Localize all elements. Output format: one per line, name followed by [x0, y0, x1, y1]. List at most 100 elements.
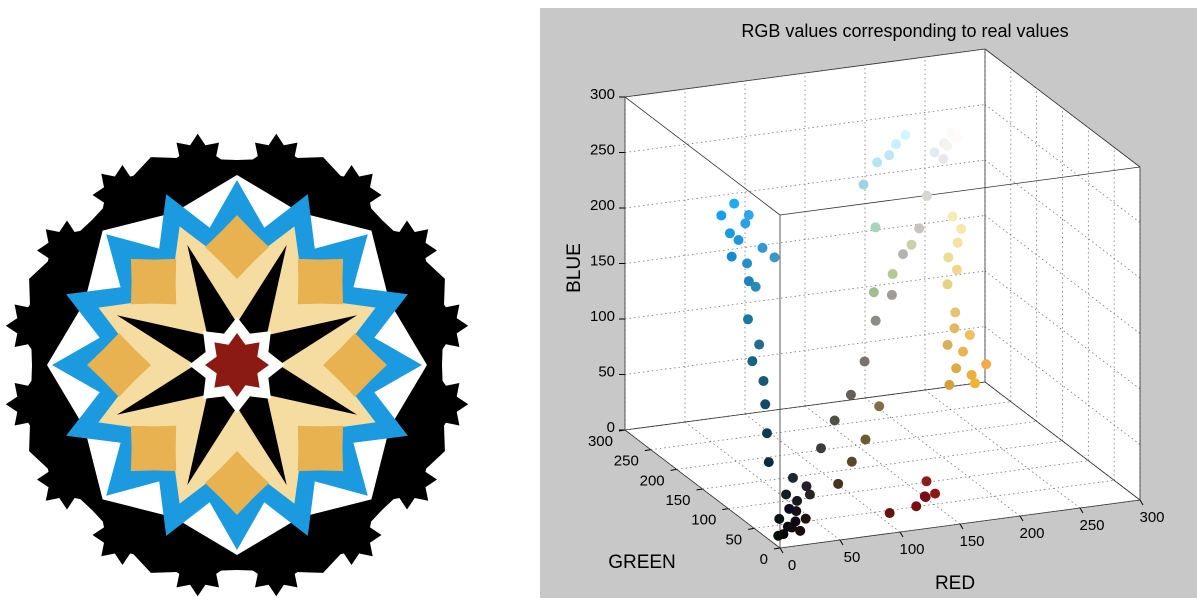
x-tick: [839, 539, 844, 546]
point: [784, 503, 795, 514]
point: [740, 218, 751, 229]
point: [858, 179, 869, 190]
point: [870, 315, 881, 326]
tile-small-star: [246, 133, 307, 194]
point: [845, 389, 856, 400]
point: [956, 223, 967, 234]
point: [859, 356, 870, 367]
grid-line: [864, 397, 1021, 517]
tile-pattern: [5, 133, 469, 597]
point: [726, 251, 737, 262]
tile-small-star: [321, 505, 382, 565]
box-edge: [984, 48, 1141, 168]
x-tick: [1079, 507, 1084, 514]
point: [952, 237, 963, 248]
point: [792, 495, 803, 506]
point: [872, 157, 883, 168]
x-tick: [959, 523, 964, 530]
tile-gold-kite: [130, 425, 177, 472]
point: [743, 276, 754, 287]
y-tick: [696, 488, 703, 491]
point: [981, 359, 992, 370]
box-edge: [984, 381, 1141, 501]
point: [795, 525, 806, 536]
y-tick-label: 300: [588, 433, 613, 450]
point: [914, 223, 925, 234]
point: [951, 131, 962, 142]
x-tick-label: 250: [1079, 517, 1104, 534]
tile-small-star: [5, 374, 66, 435]
x-tick-label: 200: [1019, 525, 1044, 542]
tile-small-star: [408, 374, 469, 435]
z-axis-label: BLUE: [564, 243, 585, 293]
x-tick-label: 50: [844, 549, 861, 566]
point: [949, 323, 960, 334]
point: [760, 399, 771, 410]
point: [887, 269, 898, 280]
point: [930, 488, 941, 499]
tile-small-star: [167, 536, 228, 597]
point: [898, 249, 908, 260]
y-tick-label: 50: [725, 531, 742, 548]
point: [868, 287, 879, 298]
z-tick-label: 150: [590, 252, 615, 269]
x-tick-label: 150: [959, 533, 984, 550]
point: [970, 378, 980, 389]
tile-small-star: [5, 295, 66, 356]
y-tick-label: 250: [614, 453, 639, 470]
point: [891, 139, 901, 150]
point: [846, 456, 857, 467]
box-edge: [779, 166, 1141, 216]
point: [929, 147, 940, 158]
point: [787, 472, 798, 483]
box-edge: [624, 429, 781, 549]
grid-line: [624, 270, 986, 320]
point: [964, 329, 975, 340]
tile-gold-kite: [323, 333, 387, 397]
point: [804, 489, 815, 500]
point: [942, 279, 953, 290]
grid-line: [984, 326, 1141, 445]
point: [950, 307, 961, 318]
point: [750, 281, 761, 292]
point: [724, 228, 735, 239]
point: [762, 428, 772, 439]
point: [774, 513, 785, 524]
point: [716, 210, 727, 221]
grid-line: [702, 440, 1063, 490]
point: [958, 346, 968, 357]
y-tick-label: 0: [760, 551, 768, 568]
point: [742, 258, 753, 269]
point: [781, 489, 792, 500]
x-tick-label: 300: [1139, 509, 1164, 526]
box-edge: [779, 499, 1141, 549]
grid-line: [624, 215, 986, 264]
point: [757, 242, 768, 253]
point: [860, 434, 871, 445]
point: [951, 363, 962, 374]
point: [938, 154, 949, 165]
x-tick: [1139, 499, 1144, 506]
grid-line: [984, 104, 1141, 223]
point: [743, 314, 753, 325]
y-tick: [670, 468, 677, 471]
tile-small-star: [37, 220, 97, 281]
tile-small-star: [321, 165, 382, 225]
point: [729, 198, 740, 209]
tile-small-star: [92, 165, 153, 225]
y-tick: [644, 449, 651, 452]
grid-line: [676, 420, 1037, 470]
chart: RGB values corresponding to real values …: [564, 21, 1165, 594]
floor: [625, 382, 1140, 548]
point: [773, 530, 784, 541]
point: [943, 252, 954, 263]
point: [833, 478, 844, 489]
point: [942, 141, 953, 152]
point: [743, 210, 754, 221]
point: [763, 457, 774, 468]
z-tick-label: 250: [590, 141, 615, 158]
z-tick-label: 200: [590, 197, 615, 214]
y-tick-label: 150: [665, 492, 690, 509]
z-tick-label: 100: [590, 308, 615, 325]
y-tick: [773, 547, 781, 550]
